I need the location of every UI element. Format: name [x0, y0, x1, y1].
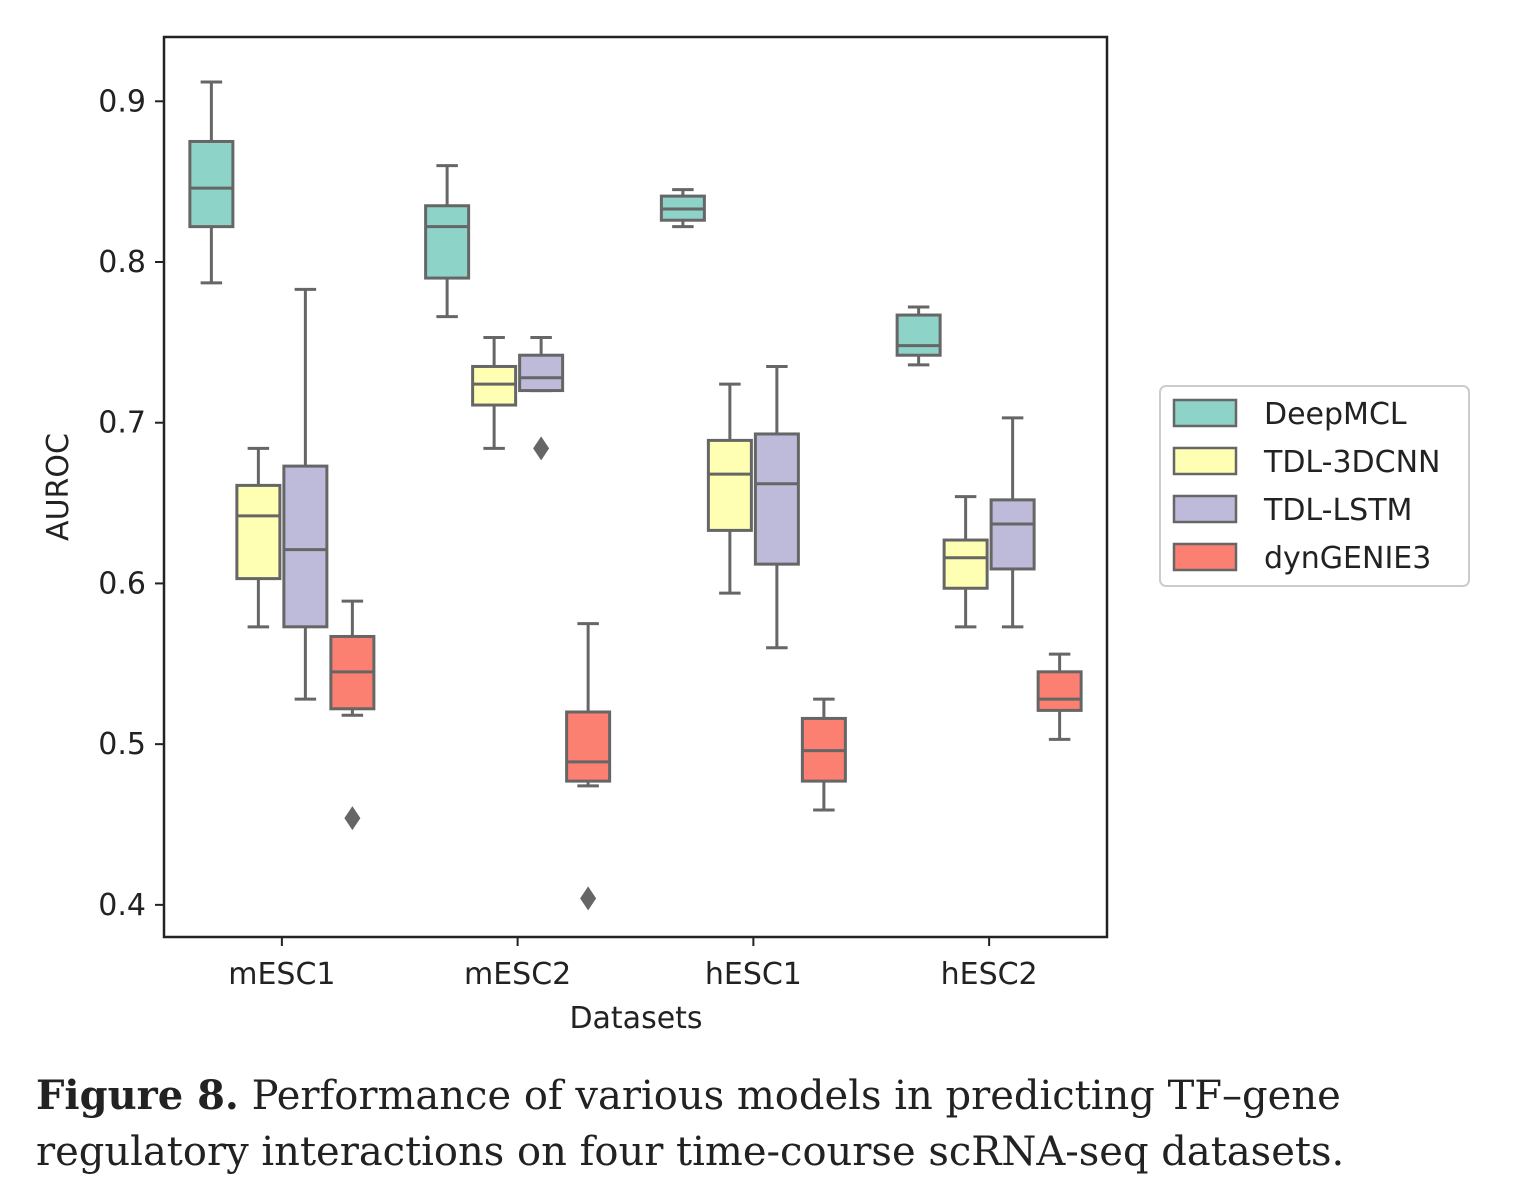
- box-rect: [706, 438, 753, 532]
- x-axis-label: Datasets: [569, 1001, 702, 1036]
- legend: DeepMCL TDL-3DCNN TDL-LSTM dynGENIE3: [1159, 385, 1470, 587]
- y-tick-label: 0.5: [98, 727, 146, 762]
- box-dynGENIE3-mESC1: [329, 599, 376, 831]
- legend-label: TDL-LSTM: [1263, 493, 1412, 528]
- box-DeepMCL-hESC1: [659, 188, 706, 229]
- axis-layer: 0.4 0.5 0.6 0.7 0.8 0.9 mESC1 mESC2 hESC1 hESC2: [98, 84, 1037, 992]
- y-tick-label: 0.6: [98, 566, 146, 601]
- x-tick-label: hESC2: [941, 957, 1038, 992]
- box-rect: [424, 204, 471, 280]
- y-tick-label: 0.7: [98, 406, 146, 441]
- legend-swatch: [1172, 542, 1238, 572]
- box-TDL-LSTM-hESC1: [753, 364, 800, 650]
- caption-label: Figure 8.: [36, 1072, 239, 1119]
- box-dynGENIE3-hESC2: [1036, 652, 1083, 741]
- box-rect: [565, 710, 612, 783]
- figure-caption: Figure 8. Performance of various models …: [36, 1068, 1496, 1180]
- x-tick-label: hESC1: [705, 957, 802, 992]
- outlier-marker: [533, 436, 550, 461]
- box-DeepMCL-mESC2: [424, 164, 471, 319]
- plot-frame: [162, 35, 1109, 939]
- box-rect: [989, 498, 1036, 571]
- y-tick-label: 0.9: [98, 84, 146, 119]
- y-tick-label: 0.4: [98, 888, 146, 923]
- box-rect: [895, 313, 942, 357]
- box-DeepMCL-hESC2: [895, 305, 942, 367]
- legend-label: TDL-3DCNN: [1263, 445, 1440, 480]
- box-TDL-3DCNN-mESC1: [235, 446, 282, 629]
- legend-swatch: [1172, 446, 1238, 476]
- box-TDL-3DCNN-hESC1: [706, 382, 753, 595]
- box-dynGENIE3-hESC1: [800, 697, 847, 812]
- box-rect: [518, 353, 565, 393]
- legend-label: dynGENIE3: [1264, 541, 1431, 576]
- box-TDL-LSTM-mESC1: [282, 287, 329, 701]
- legend-label: DeepMCL: [1264, 397, 1407, 432]
- y-tick-label: 0.8: [98, 245, 146, 280]
- y-axis-label: AUROC: [41, 433, 76, 541]
- box-rect: [1036, 670, 1083, 712]
- box-TDL-3DCNN-mESC2: [471, 336, 518, 450]
- outlier-marker: [344, 806, 361, 831]
- box-DeepMCL-mESC1: [188, 80, 235, 285]
- box-rect: [942, 538, 989, 590]
- box-TDL-LSTM-hESC2: [989, 416, 1036, 629]
- legend-swatch: [1172, 398, 1238, 428]
- box-rect: [471, 364, 518, 407]
- legend-frame: [1159, 385, 1470, 587]
- plot-layer: [188, 80, 1083, 911]
- outlier-marker: [580, 886, 597, 911]
- legend-swatch: [1172, 494, 1238, 524]
- x-tick-label: mESC1: [228, 957, 335, 992]
- box-TDL-3DCNN-hESC2: [942, 495, 989, 629]
- caption-text: Performance of various models in predict…: [36, 1073, 1345, 1175]
- box-plot-chart: 0.4 0.5 0.6 0.7 0.8 0.9 mESC1 mESC2 hESC1 hESC2 A…: [41, 35, 1470, 1036]
- box-rect: [235, 483, 282, 581]
- x-tick-label: mESC2: [464, 957, 571, 992]
- box-rect: [282, 464, 329, 629]
- box-rect: [188, 139, 235, 229]
- box-dynGENIE3-mESC2: [565, 622, 612, 911]
- box-TDL-LSTM-mESC2: [518, 336, 565, 461]
- box-rect: [753, 432, 800, 566]
